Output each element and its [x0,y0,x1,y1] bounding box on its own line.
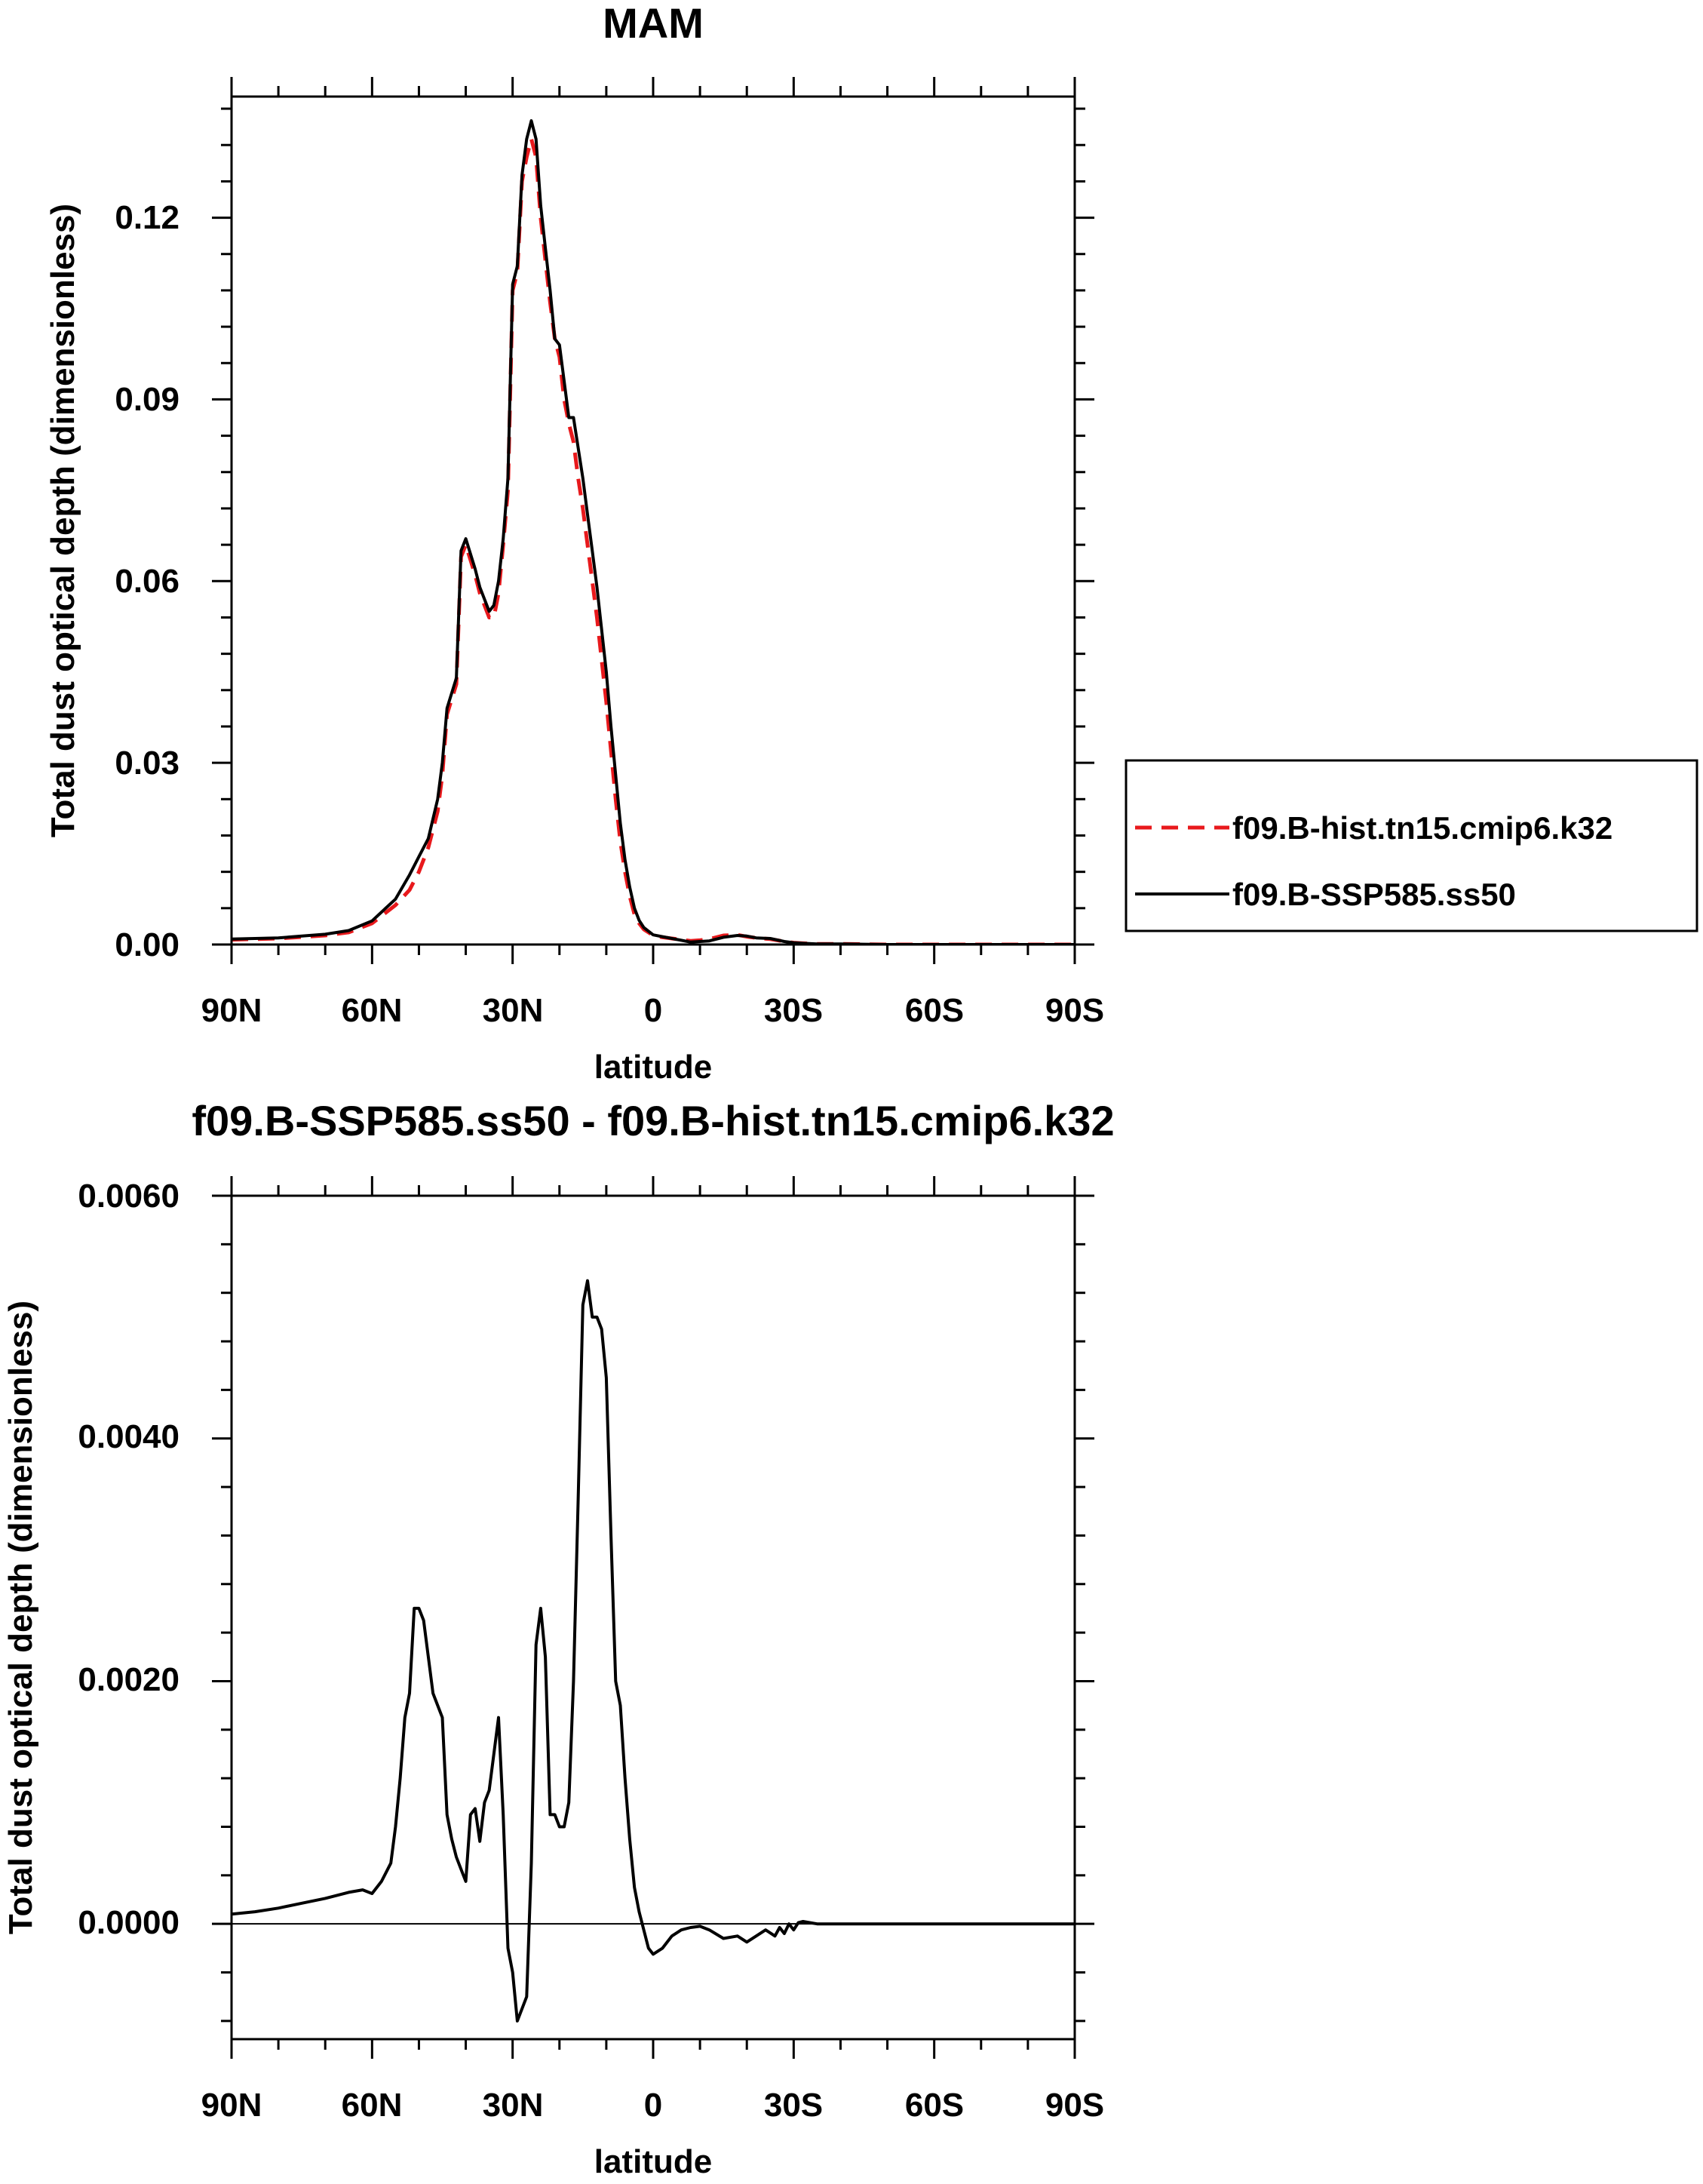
top-xtick-label: 60S [905,992,964,1029]
bottom-x-axis-label: latitude [594,2143,712,2180]
legend-label-ssp585: f09.B-SSP585.ss50 [1232,877,1516,912]
top-ytick-label: 0.09 [115,381,180,418]
bottom-xtick-label: 30S [764,2087,823,2124]
legend-label-hist: f09.B-hist.tn15.cmip6.k32 [1232,810,1612,846]
bottom-ytick-label: 0.0040 [78,1418,180,1455]
legend-box [1125,759,1698,932]
top-xtick-label: 90S [1045,992,1104,1029]
top-ytick-label: 0.03 [115,745,180,782]
bottom-xtick-label: 0 [644,2087,662,2124]
top-plot-frame [230,95,1076,946]
top-xtick-label: 30S [764,992,823,1029]
bottom-xtick-label: 30N [483,2087,544,2124]
top-xtick-label: 60N [342,992,403,1029]
top-xtick-label: 90N [201,992,262,1029]
bottom-ytick-label: 0.0060 [78,1178,180,1215]
top-legend: f09.B-hist.tn15.cmip6.k32 f09.B-SSP585.s… [1125,759,1698,932]
top-xtick-label: 30N [483,992,544,1029]
top-panel: MAM 0.00 0.03 0.06 0.09 0.12 90N 60N 30N… [44,0,1698,1086]
top-x-axis-label: latitude [594,1049,712,1086]
bottom-xtick-label: 90N [201,2087,262,2124]
bottom-xtick-label: 90S [1045,2087,1104,2124]
bottom-xtick-label: 60N [342,2087,403,2124]
bottom-y-axis-label: Total dust optical depth (dimensionless) [2,1301,39,1934]
top-chart-title: MAM [603,0,704,47]
top-ytick-label: 0.00 [115,926,180,963]
bottom-chart-title: f09.B-SSP585.ss50 - f09.B-hist.tn15.cmip… [192,1097,1114,1144]
bottom-xtick-label: 60S [905,2087,964,2124]
bottom-tick-marks [212,1176,1094,2059]
bottom-series-line-0 [232,1279,1075,2023]
top-y-axis-label: Total dust optical depth (dimensionless) [44,204,81,837]
bottom-plot-frame [230,1194,1076,2041]
top-xtick-label: 0 [644,992,662,1029]
top-series-group [232,119,1075,945]
bottom-ytick-label: 0.0000 [78,1904,180,1941]
bottom-series-group [232,1279,1075,2023]
top-series-line-0 [232,137,1075,945]
top-ytick-label: 0.12 [115,199,180,236]
top-ytick-label: 0.06 [115,563,180,600]
top-series-line-1 [232,119,1075,945]
top-tick-marks [212,77,1094,964]
bottom-ytick-label: 0.0020 [78,1661,180,1698]
bottom-panel: f09.B-SSP585.ss50 - f09.B-hist.tn15.cmip… [2,1097,1115,2180]
